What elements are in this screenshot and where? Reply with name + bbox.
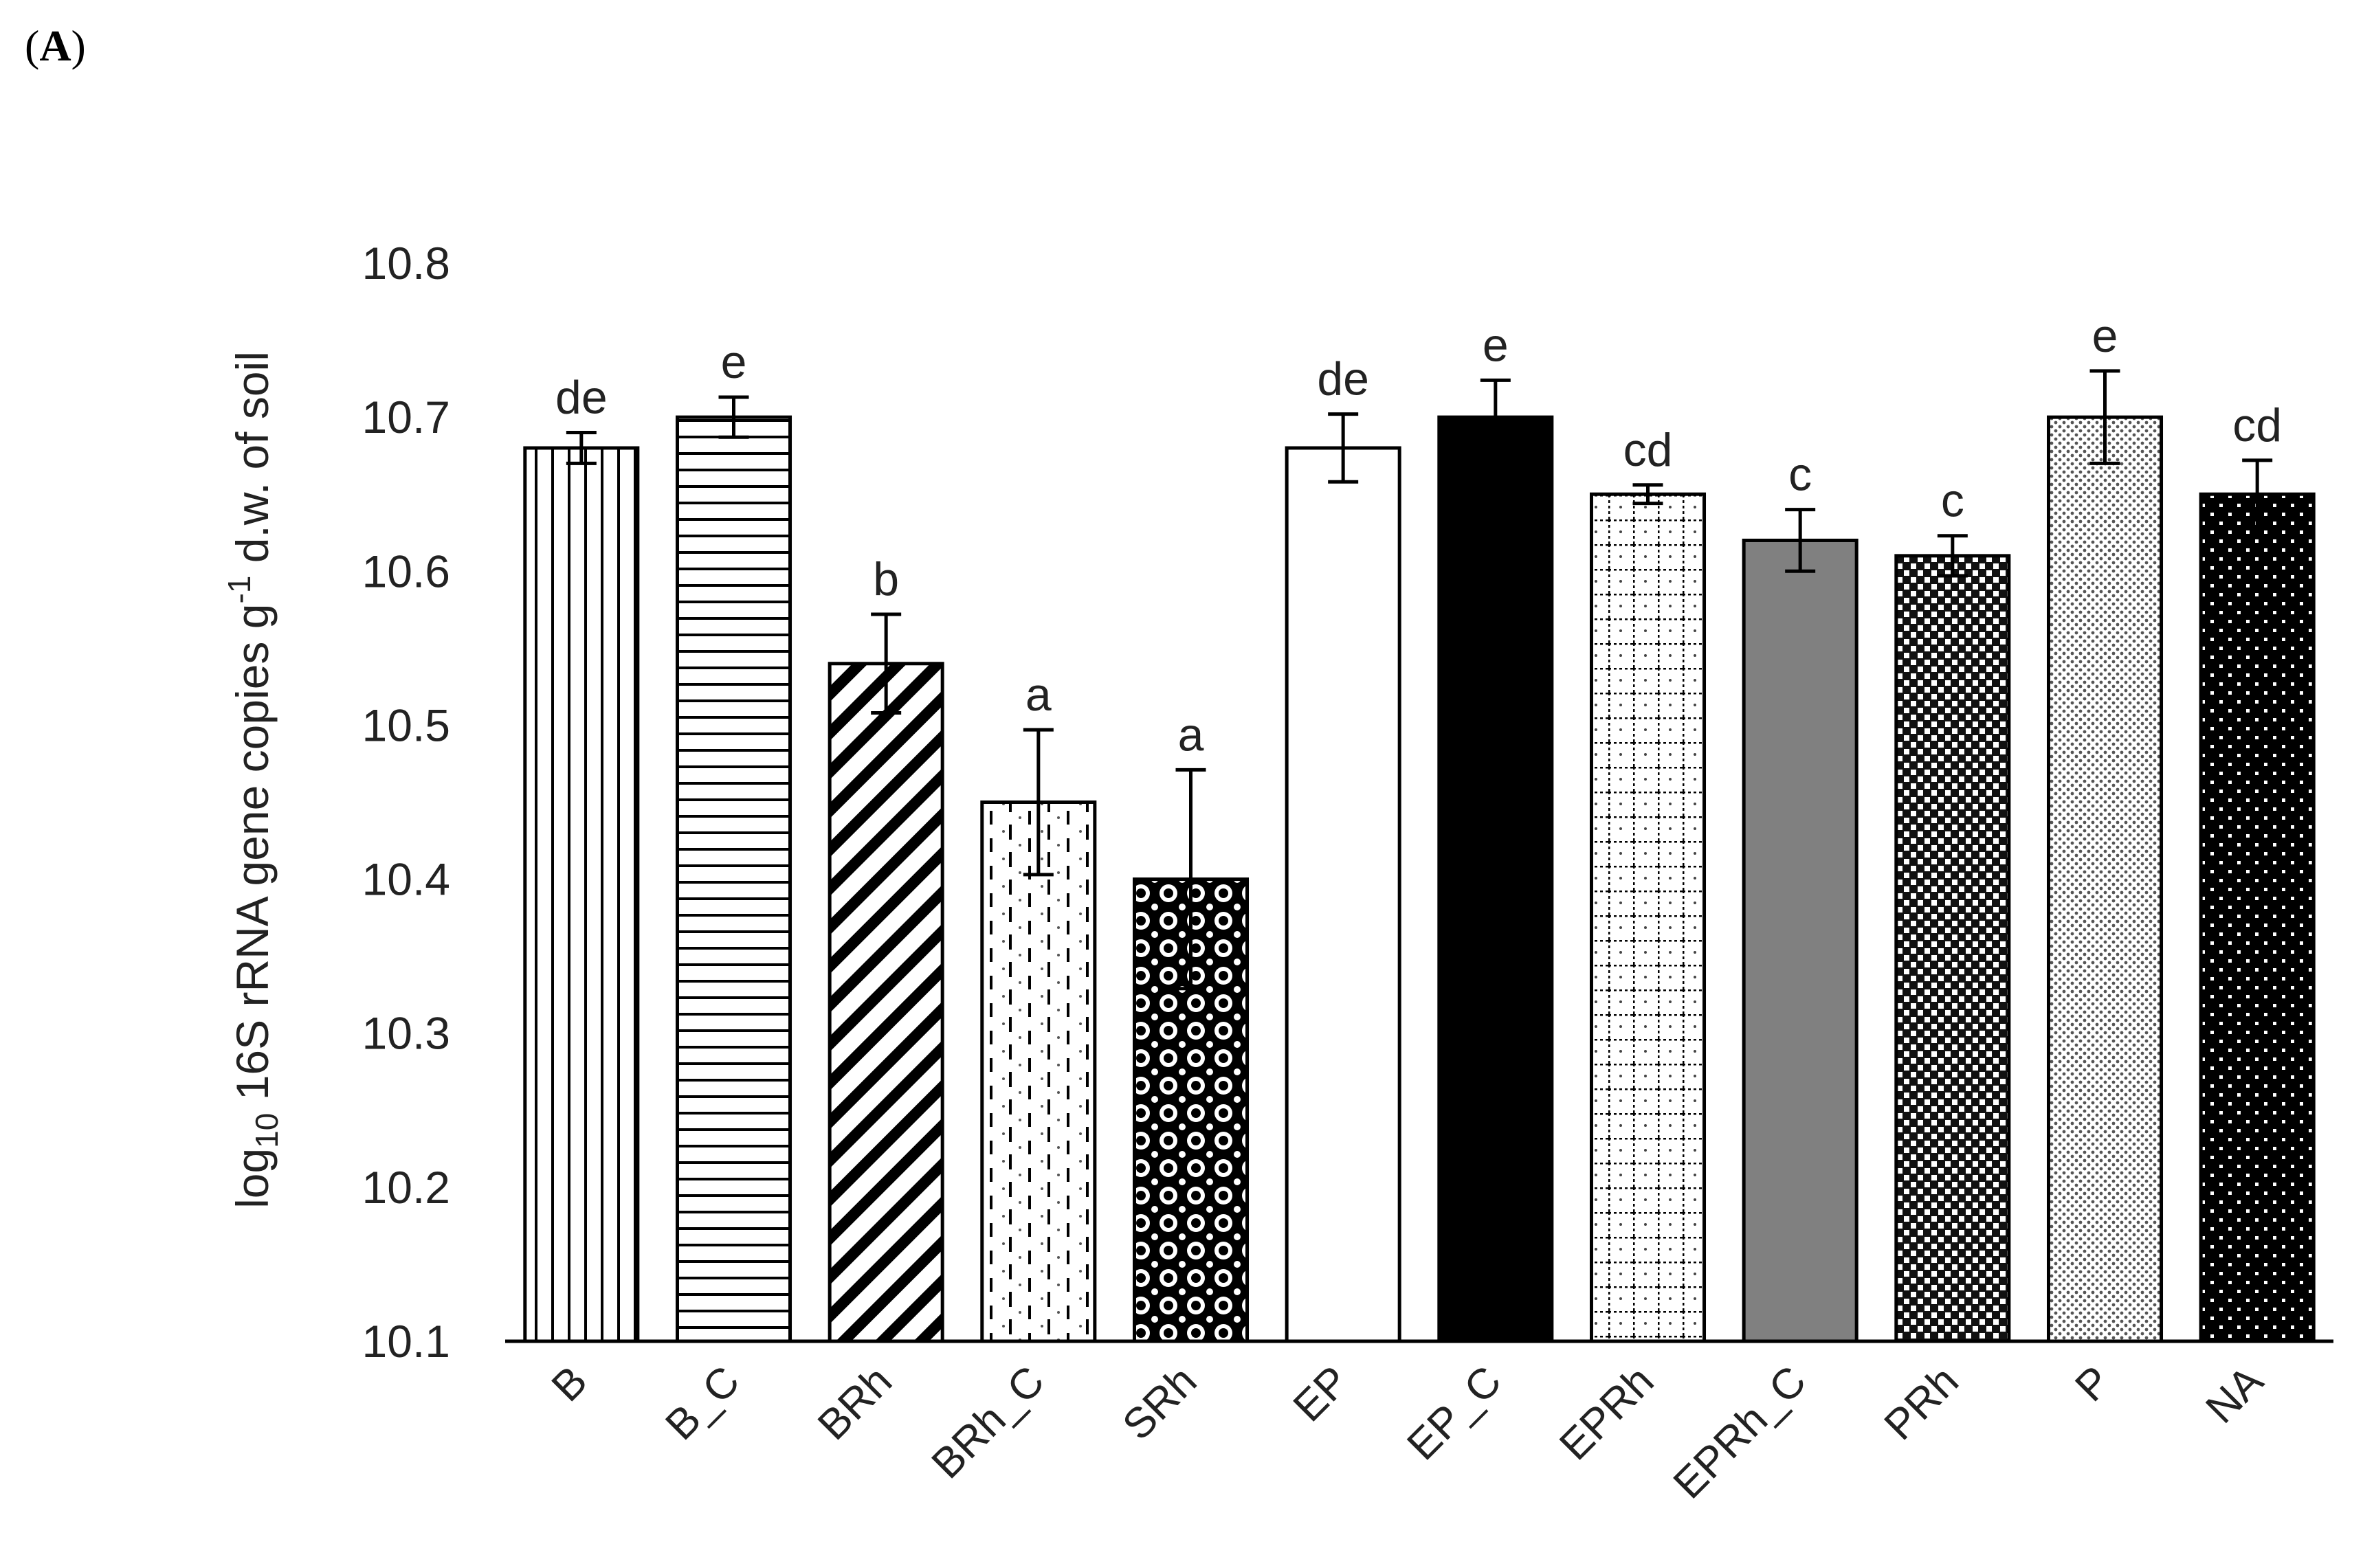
error-bar bbox=[2089, 369, 2120, 465]
significance-label: cd bbox=[2232, 399, 2282, 451]
error-bar bbox=[718, 395, 749, 439]
x-category-label: SRh bbox=[1113, 1357, 1206, 1449]
error-bar bbox=[1175, 768, 1206, 991]
x-category-label: NA bbox=[2197, 1357, 2272, 1433]
error-bar bbox=[566, 431, 597, 465]
error-bar bbox=[1937, 534, 1968, 578]
bar-na bbox=[2199, 492, 2316, 1343]
bar-b bbox=[523, 446, 640, 1343]
y-tick-label: 10.1 bbox=[362, 1316, 450, 1367]
y-tick-label: 10.5 bbox=[362, 699, 450, 750]
y-tick-label: 10.7 bbox=[362, 392, 450, 443]
error-bar bbox=[1328, 412, 1359, 484]
significance-label: de bbox=[1317, 353, 1369, 405]
bar-b-c bbox=[675, 415, 792, 1343]
bar-brh bbox=[828, 662, 944, 1343]
error-bar bbox=[1023, 728, 1054, 877]
significance-label: cd bbox=[1623, 424, 1673, 476]
error-bar bbox=[1785, 508, 1816, 573]
bar-eprh-c bbox=[1742, 538, 1859, 1343]
significance-letters: de e b a a de e cd c c e cd bbox=[555, 310, 2282, 761]
bar-ep-c bbox=[1437, 415, 1554, 1343]
x-category-label: EP bbox=[1285, 1357, 1358, 1431]
significance-label: a bbox=[1025, 669, 1052, 721]
significance-label: a bbox=[1178, 708, 1204, 761]
significance-label: e bbox=[1483, 319, 1509, 371]
significance-label: c bbox=[1941, 475, 1964, 527]
y-axis-ticks: 10.1 10.2 10.3 10.4 10.5 10.6 10.7 10.8 bbox=[362, 238, 450, 1367]
bars bbox=[523, 415, 2316, 1343]
significance-label: e bbox=[721, 336, 747, 388]
y-axis-label-subscript: 10 bbox=[249, 1113, 285, 1148]
y-axis-label: log10 16S rRNA gene copies g-1 d.w. of s… bbox=[221, 351, 285, 1209]
error-bar bbox=[1480, 378, 1511, 456]
y-axis-label-suffix: d.w. of soil bbox=[227, 351, 278, 576]
significance-label: de bbox=[555, 372, 608, 424]
significance-label: b bbox=[873, 553, 899, 605]
bar-brh-c bbox=[980, 800, 1097, 1343]
error-bars bbox=[566, 369, 2273, 991]
x-axis-category-labels: B B_C BRh BRh_C SRh EP EP_C EPRh EPRh_C PRh P NA bbox=[543, 1357, 2273, 1508]
x-category-label: EPRh bbox=[1551, 1357, 1663, 1469]
x-category-label: BRh_C bbox=[923, 1357, 1054, 1488]
x-category-label: EP_C bbox=[1398, 1357, 1510, 1469]
x-category-label: B bbox=[543, 1357, 597, 1411]
y-axis-label-superscript: -1 bbox=[221, 576, 257, 604]
error-bar bbox=[871, 612, 902, 715]
significance-label: c bbox=[1788, 449, 1812, 501]
significance-label: e bbox=[2092, 310, 2118, 362]
error-bar bbox=[1632, 483, 1663, 506]
bar-eprh bbox=[1589, 492, 1707, 1343]
x-category-label: EPRh_C bbox=[1665, 1357, 1815, 1508]
y-tick-label: 10.4 bbox=[362, 854, 450, 905]
y-tick-label: 10.8 bbox=[362, 238, 450, 289]
y-tick-label: 10.3 bbox=[362, 1008, 450, 1059]
x-category-label: BRh bbox=[809, 1357, 901, 1449]
x-category-label: B_C bbox=[656, 1357, 748, 1449]
y-axis-label-prefix: log bbox=[227, 1148, 278, 1209]
y-tick-label: 10.2 bbox=[362, 1162, 450, 1213]
x-category-label: PRh bbox=[1876, 1357, 1968, 1449]
bar-ep bbox=[1285, 446, 1401, 1343]
bar-p bbox=[2046, 415, 2164, 1343]
y-tick-label: 10.6 bbox=[362, 546, 450, 596]
x-category-label: P bbox=[2066, 1357, 2120, 1411]
panel-label: (A) bbox=[25, 21, 86, 70]
y-axis-label-middle: 16S rRNA gene copies g bbox=[227, 604, 278, 1113]
error-bar bbox=[2242, 458, 2273, 530]
bar-prh bbox=[1894, 554, 2011, 1343]
